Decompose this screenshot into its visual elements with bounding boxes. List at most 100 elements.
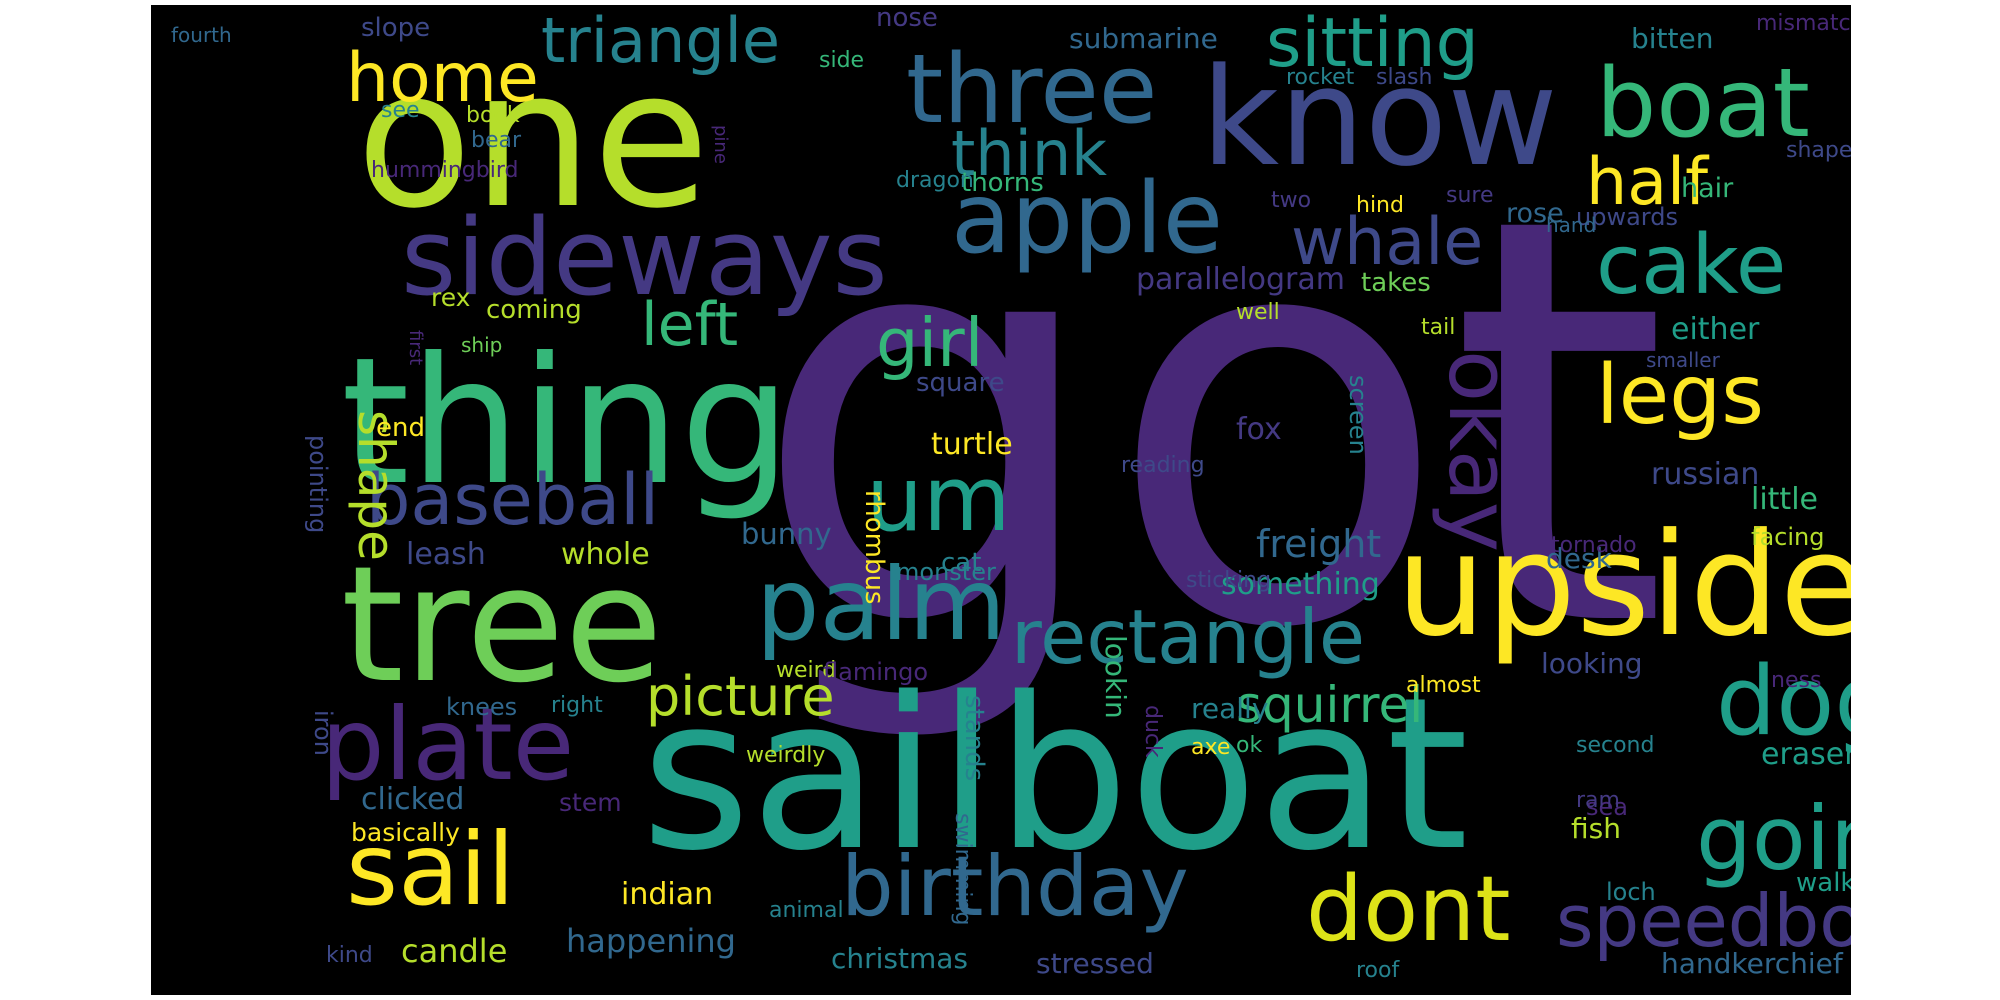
- word-sailboat: sailboat: [641, 652, 1469, 897]
- word-rocket: rocket: [1286, 65, 1355, 90]
- word-speedboat: speedboat: [1556, 879, 1851, 963]
- word-two: two: [1271, 188, 1312, 213]
- word-hair: hair: [1681, 173, 1734, 204]
- word-fish: fish: [1571, 812, 1621, 845]
- word-stem: stem: [559, 788, 622, 817]
- word-axe: axe: [1191, 735, 1231, 760]
- word-sideways: sideways: [401, 196, 888, 319]
- word-desk: desk: [1546, 542, 1612, 575]
- word-duck: duck: [1140, 705, 1165, 758]
- word-leash: leash: [406, 537, 486, 572]
- word-sail: sail: [346, 811, 515, 928]
- word-birthday: birthday: [841, 838, 1189, 935]
- word-half: half: [1586, 145, 1708, 220]
- word-dragon: dragon: [896, 168, 974, 193]
- word-whale: whale: [1291, 205, 1484, 280]
- word-know: know: [1201, 39, 1558, 196]
- word-coming: coming: [486, 295, 582, 325]
- word-girl: girl: [876, 304, 984, 382]
- word-first: first: [405, 330, 426, 366]
- word-little: little: [1751, 482, 1818, 517]
- word-clicked: clicked: [361, 782, 465, 817]
- word-loch: loch: [1606, 878, 1656, 906]
- word-okay: okay: [1429, 350, 1528, 553]
- word-screen: screen: [1344, 375, 1372, 455]
- word-tornado: tornado: [1551, 533, 1637, 558]
- word-nose: nose: [876, 5, 938, 33]
- word-sitting: sitting: [1266, 5, 1479, 83]
- word-tail: tail: [1421, 315, 1456, 340]
- word-going: going: [1696, 787, 1851, 890]
- word-almost: almost: [1406, 673, 1481, 698]
- word-see: see: [381, 98, 420, 123]
- word-upside: upside: [1396, 503, 1851, 668]
- word-weird: weird: [776, 658, 837, 683]
- word-hummingbird: hummingbird: [371, 158, 519, 183]
- word-really: really: [1191, 692, 1269, 725]
- word-bunny: bunny: [741, 517, 832, 551]
- word-something: something: [1221, 567, 1380, 602]
- word-shaped: shaped: [1786, 138, 1851, 163]
- word-rectangle: rectangle: [1011, 593, 1366, 681]
- word-think: think: [951, 117, 1108, 190]
- word-square: square: [916, 368, 1005, 398]
- word-slope: slope: [361, 13, 431, 43]
- word-sticking: sticking: [1186, 568, 1272, 593]
- word-russian: russian: [1651, 457, 1760, 492]
- word-takes: takes: [1361, 268, 1431, 298]
- word-dont: dont: [1306, 857, 1511, 962]
- word-picture: picture: [646, 665, 835, 728]
- word-looking: looking: [1541, 647, 1643, 680]
- word-handkerchief: handkerchief: [1661, 947, 1843, 980]
- word-rex: rex: [431, 283, 471, 312]
- word-legs: legs: [1596, 348, 1765, 443]
- word-three: three: [906, 35, 1158, 145]
- word-dog: dog: [1716, 647, 1851, 757]
- word-side: side: [819, 48, 865, 73]
- word-fox: fox: [1236, 412, 1282, 447]
- word-upwards: upwards: [1576, 203, 1678, 231]
- word-ness: ness: [1771, 668, 1822, 693]
- word-turtle: turtle: [931, 427, 1013, 462]
- word-pointing: pointing: [304, 435, 332, 534]
- word-hind: hind: [1356, 193, 1404, 218]
- word-happening: happening: [566, 922, 736, 960]
- word-ram: ram: [1576, 788, 1620, 813]
- word-candle: candle: [401, 932, 508, 970]
- word-stands: stands: [959, 695, 989, 782]
- word-whole: whole: [561, 537, 650, 572]
- word-cloud-canvas: got sailboat one thing tree upside know sideway…: [151, 5, 1851, 995]
- word-cat: cat: [941, 548, 982, 578]
- word-eraser: eraser: [1761, 737, 1851, 772]
- word-flamingo: flamingo: [823, 658, 928, 686]
- word-book: book: [466, 103, 520, 128]
- word-ship: ship: [461, 333, 503, 357]
- word-mismatched: mismatched: [1756, 11, 1851, 36]
- word-roof: roof: [1356, 958, 1400, 983]
- word-home: home: [346, 39, 539, 118]
- word-swimming: swimming: [950, 813, 975, 926]
- word-end: end: [376, 413, 425, 443]
- word-facing: facing: [1751, 523, 1825, 551]
- word-bitten: bitten: [1631, 22, 1714, 55]
- word-ok: ok: [1236, 733, 1263, 758]
- word-second: second: [1576, 733, 1655, 758]
- word-iron: iron: [309, 710, 337, 756]
- word-lookin: lookin: [1099, 635, 1132, 719]
- word-palm: palm: [756, 546, 1006, 663]
- word-tree: tree: [341, 531, 663, 718]
- word-squirrel: squirrel: [1236, 676, 1424, 734]
- word-got: got: [751, 99, 1669, 751]
- word-pine: pine: [710, 125, 731, 164]
- word-rhombus: rhombus: [859, 490, 889, 605]
- word-freight: freight: [1256, 522, 1382, 566]
- word-slash: slash: [1376, 65, 1433, 90]
- word-stressed: stressed: [1036, 947, 1154, 980]
- word-sea: sea: [1586, 793, 1628, 821]
- word-reading: reading: [1121, 453, 1205, 478]
- word-well: well: [1236, 300, 1280, 325]
- word-monster: monster: [896, 558, 996, 586]
- word-fourth: fourth: [171, 23, 232, 47]
- word-one: one: [356, 29, 710, 250]
- word-apple: apple: [951, 162, 1223, 276]
